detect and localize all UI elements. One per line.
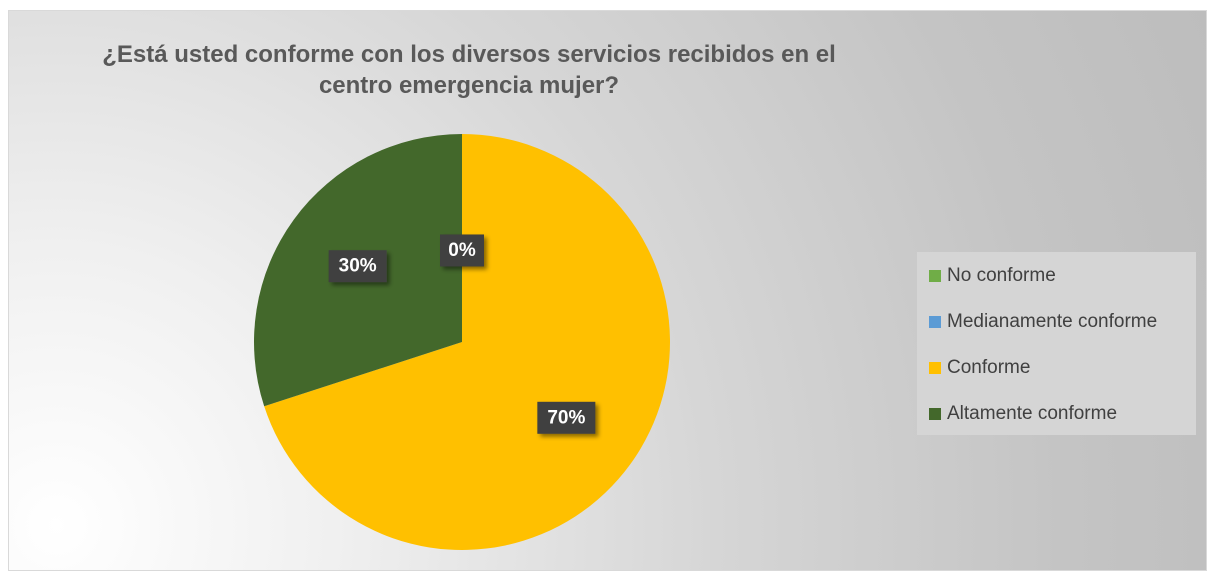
chart-title-line-1: ¿Está usted conforme con los diversos se… xyxy=(102,41,836,68)
legend-swatch-no-conforme xyxy=(929,270,941,282)
data-label-text-medianamente-conforme: 0% xyxy=(448,240,476,261)
chart-title-line-2: centro emergencia mujer? xyxy=(318,72,620,99)
legend-swatch-conforme xyxy=(929,362,941,374)
legend-label-no-conforme: No conforme xyxy=(947,265,1056,286)
data-label-box-medianamente-conforme xyxy=(440,234,484,267)
legend-label-conforme: Conforme xyxy=(947,357,1031,378)
data-label-medianamente-conforme: 0% xyxy=(440,234,484,267)
data-label-text-altamente-conforme: 30% xyxy=(339,256,377,277)
pie-slices xyxy=(254,134,670,551)
legend-item-altamente-conforme: Altamente conforme xyxy=(929,402,1196,426)
data-label-box-altamente-conforme xyxy=(328,250,387,283)
legend-item-conforme: Conforme xyxy=(929,356,1196,380)
data-label-text-conforme: 70% xyxy=(547,407,585,428)
legend-swatch-altamente-conforme xyxy=(929,408,941,420)
data-label-box-conforme xyxy=(537,401,596,434)
legend-swatch-medianamente-conforme xyxy=(929,316,941,328)
legend-item-medianamente-conforme: Medianamente conforme xyxy=(929,310,1196,334)
pie-chart: 0% 70% 30% xyxy=(254,134,670,551)
legend-label-altamente-conforme: Altamente conforme xyxy=(947,403,1118,424)
legend-label-medianamente-conforme: Medianamente conforme xyxy=(947,311,1158,332)
legend-item-no-conforme: No conforme xyxy=(929,264,1196,288)
pie-slice-conforme xyxy=(264,134,670,551)
pie-data-labels: 0% 70% 30% xyxy=(328,234,596,434)
chart-area: ¿Está usted conforme con los diversos se… xyxy=(8,10,1207,571)
chart-title: ¿Está usted conforme con los diversos se… xyxy=(9,39,929,101)
legend: No conforme Medianamente conforme Confor… xyxy=(917,252,1196,435)
data-label-altamente-conforme: 30% xyxy=(328,250,387,283)
data-label-conforme: 70% xyxy=(537,401,596,434)
